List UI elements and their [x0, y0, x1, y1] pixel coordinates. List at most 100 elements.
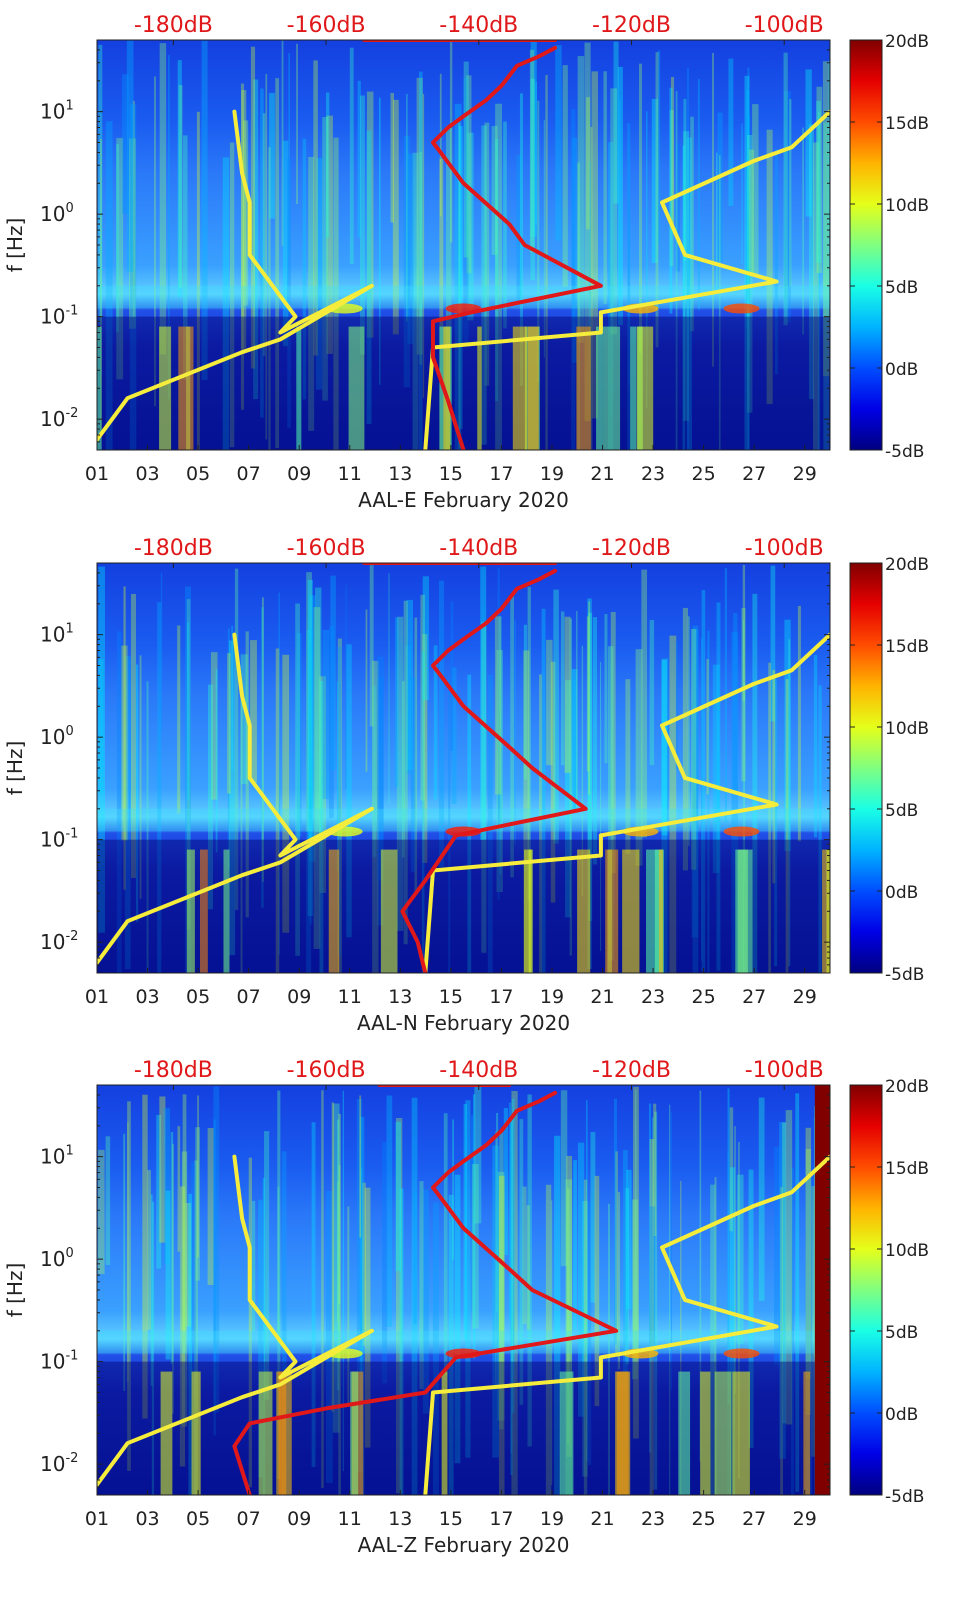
x-tick-label: 09: [287, 986, 311, 1008]
y-tick-label: 101: [40, 99, 74, 124]
x-tick-label: 11: [338, 463, 362, 485]
top-axis-db-label: -100dB: [745, 13, 824, 38]
x-tick-label: 29: [793, 986, 817, 1008]
y-axis-label: f [Hz]: [3, 741, 27, 796]
x-tick-label: 07: [237, 986, 261, 1008]
y-tick-label: 10-1: [40, 1349, 78, 1374]
x-tick-label: 23: [641, 463, 665, 485]
top-axis-db-label: -180dB: [134, 13, 213, 38]
colorbar: [849, 39, 883, 451]
colorbar-label: 15dB: [885, 637, 929, 657]
red-psd-curve-3: [431, 45, 603, 450]
yellow-psd-curve-2: [423, 109, 830, 450]
y-axis-label: f [Hz]: [3, 218, 27, 273]
x-tick-label: 13: [388, 1508, 412, 1530]
x-tick-label: 15: [439, 463, 463, 485]
x-tick-label: 19: [540, 463, 564, 485]
spectrogram: [97, 40, 830, 450]
y-tick-label: 10-2: [40, 406, 78, 431]
yellow-psd-curve-2: [423, 1154, 830, 1495]
x-axis-label: AAL-E February 2020: [358, 488, 569, 512]
y-tick-label: 101: [40, 1144, 74, 1169]
yellow-psd-curve-2: [423, 632, 830, 973]
red-psd-curve-3: [232, 1090, 619, 1495]
y-tick-label: 10-1: [40, 827, 78, 852]
top-axis-db-label: -180dB: [134, 1058, 213, 1083]
top-axis-db-label: -100dB: [745, 536, 824, 561]
x-tick-label: 23: [641, 986, 665, 1008]
x-tick-label: 05: [186, 1508, 210, 1530]
panel-aal-z: 01 03 05 07 09 11 13 15 17 19 21 23 25 27 29 AAL-Z Febr…: [3, 1058, 929, 1557]
colorbar-label: 10dB: [885, 196, 929, 216]
x-tick-label: 15: [439, 1508, 463, 1530]
panel-aal-n: 01 03 05 07 09 11 13 15 17 19 21 23 25 27 29 AAL-N Febr…: [3, 536, 929, 1035]
top-axis-db-label: -140dB: [439, 1058, 518, 1083]
colorbar-label: 20dB: [885, 555, 929, 575]
x-tick-label: 11: [338, 986, 362, 1008]
top-axis-db-label: -180dB: [134, 536, 213, 561]
top-axis-db-label: -160dB: [287, 1058, 366, 1083]
x-tick-label: 01: [85, 463, 109, 485]
y-tick-label: 10-1: [40, 304, 78, 329]
x-axis-label: AAL-N February 2020: [357, 1011, 570, 1035]
colorbar-label: 5dB: [885, 801, 918, 821]
x-tick-label: 17: [489, 463, 513, 485]
x-tick-label: 21: [590, 1508, 614, 1530]
colorbar-label: 5dB: [885, 1323, 918, 1343]
panel-aal-e: 01 03 05 07 09 11 13 15 17 19 21 23 25 27 29 AAL-E Febr…: [3, 13, 929, 512]
x-tick-label: 29: [793, 463, 817, 485]
top-axis-db-label: -100dB: [745, 1058, 824, 1083]
y-tick-label: 101: [40, 622, 74, 647]
colorbar-label: 0dB: [885, 360, 918, 380]
psd-curves: [97, 1085, 830, 1495]
saturated-end-strip: [814, 1085, 830, 1495]
x-tick-label: 25: [692, 986, 716, 1008]
colorbar-label: -5dB: [885, 965, 924, 985]
yellow-psd-curve-1: [97, 632, 374, 967]
x-tick-label: 27: [742, 463, 766, 485]
x-tick-label: 13: [388, 463, 412, 485]
top-axis-db-label: -120dB: [592, 536, 671, 561]
colorbar-label: -5dB: [885, 442, 924, 462]
x-tick-label: 09: [287, 463, 311, 485]
colorbar-label: 15dB: [885, 1159, 929, 1179]
yellow-psd-curve-1: [97, 109, 374, 444]
top-axis-db-label: -120dB: [592, 13, 671, 38]
x-tick-label: 27: [742, 1508, 766, 1530]
colorbar: [849, 1084, 883, 1496]
x-tick-label: 21: [590, 986, 614, 1008]
y-tick-label: 100: [40, 724, 74, 749]
x-tick-label: 19: [540, 1508, 564, 1530]
x-tick-label: 15: [439, 986, 463, 1008]
x-tick-label: 07: [237, 463, 261, 485]
y-tick-label: 10-2: [40, 929, 78, 954]
colorbar-label: 10dB: [885, 1241, 929, 1261]
x-tick-label: 29: [793, 1508, 817, 1530]
colorbar-label: 0dB: [885, 883, 918, 903]
psd-curves: [97, 40, 830, 450]
x-axis-label: AAL-Z February 2020: [358, 1533, 570, 1557]
x-tick-label: 01: [85, 1508, 109, 1530]
x-tick-label: 11: [338, 1508, 362, 1530]
x-tick-label: 17: [489, 1508, 513, 1530]
spectrogram-background: [97, 563, 830, 973]
colorbar-label: -5dB: [885, 1487, 924, 1507]
y-tick-label: 10-2: [40, 1451, 78, 1476]
colorbar-label: 20dB: [885, 32, 929, 52]
spectrogram-background: [97, 40, 830, 450]
top-axis-db-label: -160dB: [287, 13, 366, 38]
x-tick-label: 01: [85, 986, 109, 1008]
x-tick-label: 27: [742, 986, 766, 1008]
spectrogram: [97, 563, 830, 973]
top-axis-db-label: -140dB: [439, 13, 518, 38]
x-tick-label: 23: [641, 1508, 665, 1530]
colorbar-label: 0dB: [885, 1405, 918, 1425]
top-axis-db-label: -160dB: [287, 536, 366, 561]
colorbar-label: 15dB: [885, 114, 929, 134]
yellow-psd-curve-1: [97, 1154, 374, 1489]
y-axis-label: f [Hz]: [3, 1263, 27, 1318]
psd-curves: [97, 563, 830, 973]
top-axis-db-label: -120dB: [592, 1058, 671, 1083]
colorbar-label: 10dB: [885, 719, 929, 739]
